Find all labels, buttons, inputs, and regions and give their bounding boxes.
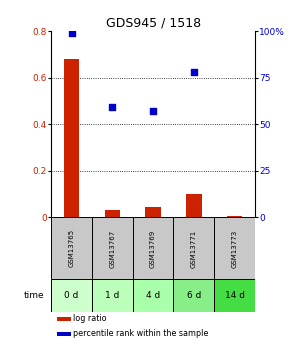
Bar <box>51 279 92 313</box>
Bar <box>92 279 133 313</box>
Bar <box>92 217 133 279</box>
Text: 4 d: 4 d <box>146 292 160 300</box>
Text: 14 d: 14 d <box>224 292 245 300</box>
Text: GSM13771: GSM13771 <box>191 229 197 267</box>
Bar <box>133 217 173 279</box>
Point <box>110 105 115 110</box>
Text: time: time <box>23 292 44 300</box>
Point <box>151 108 155 114</box>
Text: 0 d: 0 d <box>64 292 79 300</box>
Text: 1 d: 1 d <box>105 292 120 300</box>
Text: GSM13769: GSM13769 <box>150 229 156 267</box>
Bar <box>57 332 71 336</box>
Bar <box>214 217 255 279</box>
Text: GSM13767: GSM13767 <box>109 229 115 267</box>
Text: 6 d: 6 d <box>187 292 201 300</box>
Text: GSM13773: GSM13773 <box>231 229 238 267</box>
Text: percentile rank within the sample: percentile rank within the sample <box>73 329 209 338</box>
Bar <box>214 279 255 313</box>
Point <box>69 30 74 36</box>
Bar <box>145 207 161 217</box>
Bar <box>57 317 71 321</box>
Title: GDS945 / 1518: GDS945 / 1518 <box>105 17 201 30</box>
Text: log ratio: log ratio <box>73 314 107 323</box>
Bar <box>173 279 214 313</box>
Text: GSM13765: GSM13765 <box>69 229 75 267</box>
Bar <box>64 59 79 217</box>
Bar <box>173 217 214 279</box>
Bar <box>105 210 120 217</box>
Bar <box>133 279 173 313</box>
Bar <box>227 216 242 217</box>
Point <box>192 69 196 75</box>
Bar <box>51 217 92 279</box>
Bar <box>186 194 202 217</box>
